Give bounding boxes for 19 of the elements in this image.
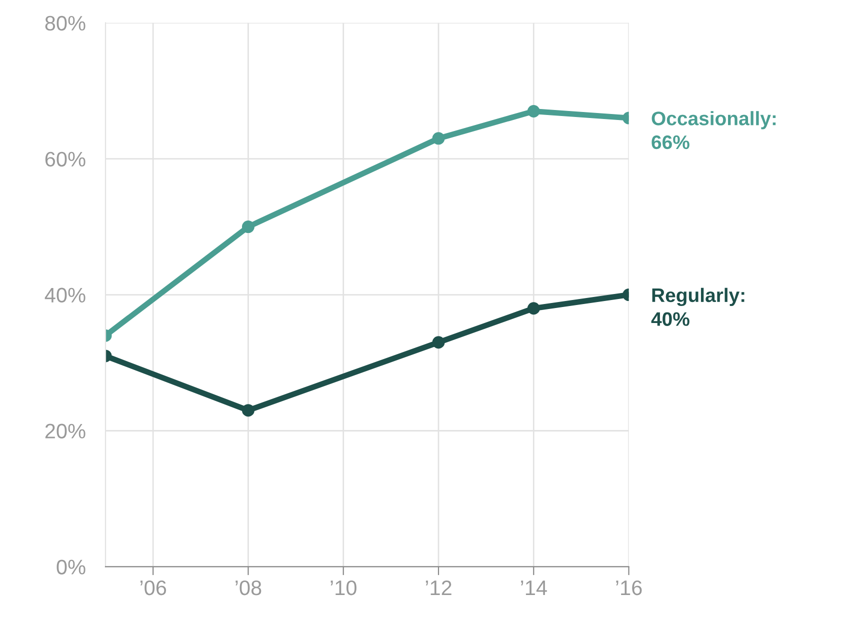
x-tick-label: ’14 [521,580,547,595]
point [527,302,540,315]
y-tick-label: 80% [45,16,86,31]
point [432,132,445,145]
x-tick-label: ’06 [140,580,166,596]
y-tick-label: 40% [44,288,86,303]
series-label: Occasionally: [652,111,776,130]
series-label: Regularly: [652,288,744,306]
point [432,336,445,349]
y-tick-label: 60% [45,152,86,167]
x-tick-label: ’08 [236,580,262,596]
x-tick-label: ’10 [330,580,356,596]
x-tick-label: ’16 [616,580,642,596]
y-tick-label: 20% [45,424,86,438]
x-tick-label: ’12 [426,580,452,595]
point [527,104,540,118]
y-tick-label: 0% [56,560,86,574]
data-label: 66% [652,135,690,150]
data-label: 40% [651,312,690,326]
